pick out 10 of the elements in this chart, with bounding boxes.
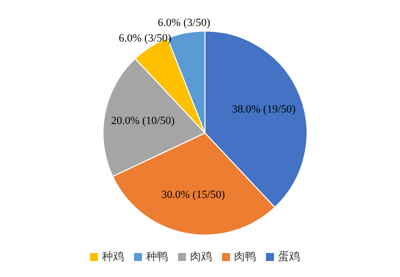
legend-label: 肉鸡 (190, 250, 212, 263)
legend-label: 种鸡 (102, 250, 124, 263)
data-label: 6.0% (3/50) (158, 16, 211, 29)
data-label: 6.0% (3/50) (118, 32, 172, 44)
legend-label: 蛋鸡 (278, 250, 300, 263)
data-label: 30.0% (15/50) (161, 189, 226, 202)
data-label: 20.0% (10/50) (111, 115, 175, 128)
legend-label: 种鸭 (146, 250, 168, 263)
data-label: 38.0% (19/50) (232, 104, 296, 116)
legend-label: 肉鸭 (234, 250, 256, 263)
